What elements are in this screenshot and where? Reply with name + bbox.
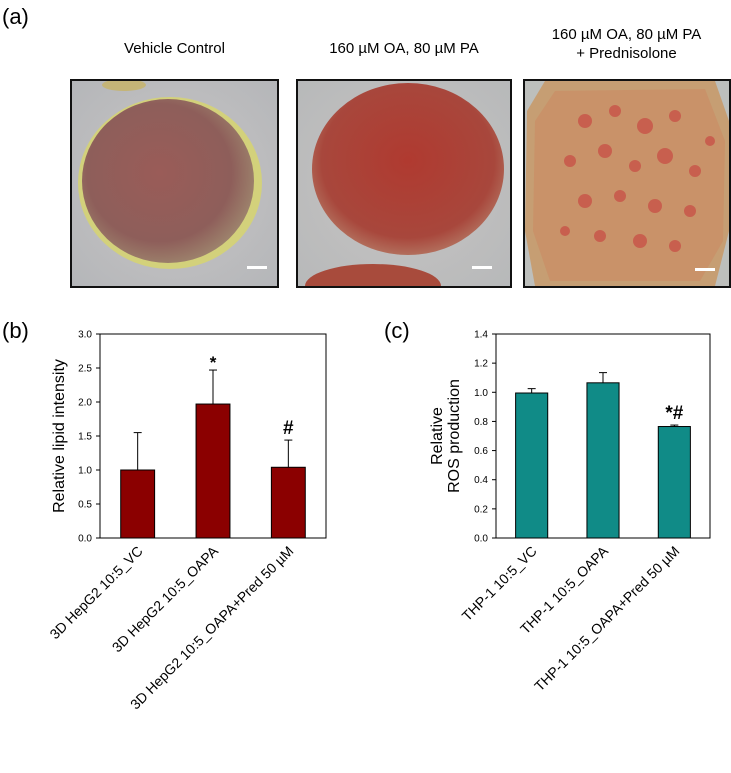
bar <box>515 392 549 539</box>
x-tick-label: THP-1 10:5_OAPA <box>517 542 612 637</box>
x-tick-label: 3D HepG2 10:5_OAPA <box>109 542 222 655</box>
significance-marker: * <box>210 353 217 372</box>
bar <box>120 469 156 539</box>
x-tick-label: 3D HepG2 10:5_VC <box>46 543 145 642</box>
scale-bar-oapa-prednisolone <box>695 268 715 271</box>
y-tick-label: 0.0 <box>474 534 488 545</box>
y-tick-label: 1.4 <box>474 330 488 341</box>
y-tick-label: 2.5 <box>78 364 92 375</box>
chart-ros-production: 0.0 0.2 0.4 0.6 0.8 1.0 1.2 1.4 Relative ROS prod… <box>429 330 711 694</box>
y-tick-label: 3.0 <box>78 330 92 341</box>
y-tick-label: 1.0 <box>78 466 92 477</box>
significance-marker: *# <box>665 403 683 424</box>
bar <box>270 466 306 539</box>
y-tick-label: 2.0 <box>78 398 92 409</box>
y-tick-label: 1.0 <box>474 388 488 399</box>
y-tick-label: 0.6 <box>474 446 488 457</box>
scale-bar-oapa <box>472 266 492 269</box>
plot-frame <box>99 333 327 539</box>
bar <box>657 426 691 539</box>
x-tick-label: 3D HepG2 10:5_OAPA+Pred 50 µM <box>127 543 297 713</box>
panel-label-b: (b) <box>2 318 29 343</box>
image-title-oapa-pred-line1: 160 µM OA, 80 µM PA <box>551 26 702 43</box>
y-tick-label: 1.2 <box>474 359 488 370</box>
y-tick-label: 1.5 <box>78 432 92 443</box>
x-tick-label: THP-1 10:5_VC <box>459 543 540 624</box>
panel-label-a: (a) <box>2 4 29 29</box>
y-axis-label: Relative lipid intensity <box>51 359 68 513</box>
y-tick-label: 0.2 <box>474 504 488 515</box>
image-title-oapa-pred: 160 µM OA, 80 µM PA + Prednisolone <box>524 25 729 63</box>
y-tick-label: 0.5 <box>78 500 92 511</box>
micrograph-oapa-prednisolone <box>523 79 731 288</box>
image-title-oapa-pred-line2: + Prednisolone <box>576 45 677 62</box>
significance-marker: # <box>283 418 294 439</box>
y-axis-label-line1: Relative <box>429 407 446 465</box>
y-tick-label: 0.8 <box>474 417 488 428</box>
micrograph-vehicle-control <box>70 79 279 288</box>
y-tick-label: 0.4 <box>474 475 488 486</box>
plot-frame <box>495 333 711 539</box>
scale-bar-vehicle-control <box>247 266 267 269</box>
chart-lipid-intensity: 0.0 0.5 1.0 1.5 2.0 2.5 3.0 Relative lipid inte… <box>46 330 327 713</box>
image-title-vehicle-control: Vehicle Control <box>124 40 225 57</box>
image-title-oapa: 160 µM OA, 80 µM PA <box>329 40 479 57</box>
panel-label-c: (c) <box>384 318 410 343</box>
bar <box>586 382 620 539</box>
micrograph-oapa <box>296 79 512 288</box>
y-tick-label: 0.0 <box>78 534 92 545</box>
x-tick-label: THP-1 10:5_OAPA+Pred 50 µM <box>531 543 682 694</box>
bar <box>195 403 231 539</box>
y-axis-label-line2: ROS production <box>446 379 463 493</box>
